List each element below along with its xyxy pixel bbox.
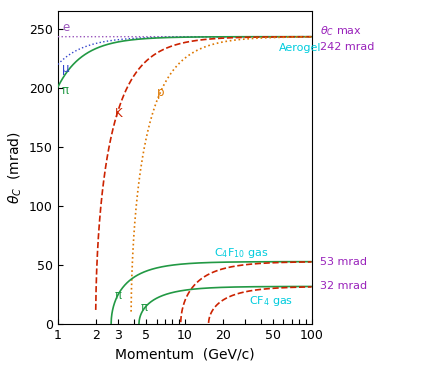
Text: π: π <box>141 301 148 314</box>
Text: p: p <box>157 86 164 99</box>
Text: Aerogel: Aerogel <box>279 43 321 53</box>
Text: C$_4$F$_{10}$ gas: C$_4$F$_{10}$ gas <box>214 247 268 261</box>
Text: K: K <box>114 107 122 120</box>
Text: π: π <box>62 84 69 97</box>
Y-axis label: $\theta_C$  (mrad): $\theta_C$ (mrad) <box>6 132 24 204</box>
Text: 53 mrad: 53 mrad <box>320 257 367 267</box>
Text: 242 mrad: 242 mrad <box>320 42 374 52</box>
Text: μ: μ <box>62 61 69 75</box>
Text: e: e <box>62 21 69 34</box>
Text: 32 mrad: 32 mrad <box>320 282 367 291</box>
Text: CF$_4$ gas: CF$_4$ gas <box>249 294 293 308</box>
Text: $\theta_C$ max: $\theta_C$ max <box>320 25 362 38</box>
Text: π: π <box>114 289 121 302</box>
X-axis label: Momentum  (GeV/c): Momentum (GeV/c) <box>115 348 255 362</box>
